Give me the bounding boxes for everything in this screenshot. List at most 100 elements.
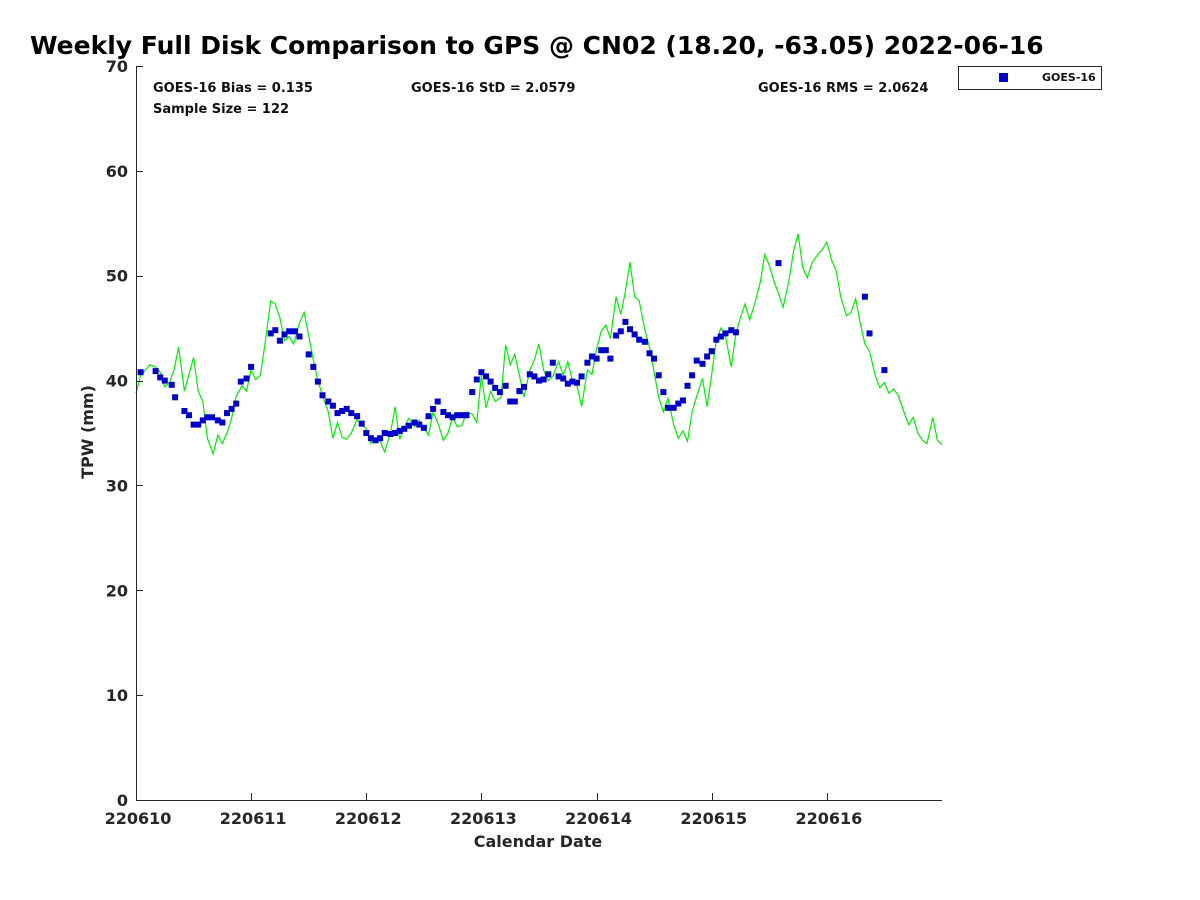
goes16-point — [358, 420, 365, 427]
goes16-point — [679, 397, 686, 404]
goes16-point — [281, 331, 288, 338]
goes16-point — [199, 417, 206, 424]
goes16-point — [181, 408, 188, 414]
goes16-point — [267, 330, 274, 337]
goes16-point — [172, 394, 179, 401]
goes16-point — [363, 430, 370, 436]
goes16-point — [214, 417, 221, 424]
goes16-point — [507, 398, 514, 405]
x-tick-label: 220611 — [220, 809, 287, 828]
goes16-point — [549, 359, 556, 366]
goes16-point — [243, 375, 250, 382]
x-tick-label: 220613 — [450, 809, 517, 828]
goes16-point — [598, 347, 605, 354]
goes16-point — [272, 327, 279, 334]
goes16-point — [775, 260, 782, 267]
x-tick-label: 220616 — [795, 809, 862, 828]
goes16-point — [555, 373, 562, 380]
goes16-point — [248, 363, 255, 370]
goes16-point — [209, 414, 215, 421]
goes16-point — [866, 330, 873, 337]
goes16-point — [717, 333, 724, 340]
goes16-point — [339, 408, 346, 414]
goes16-point — [137, 369, 144, 376]
goes16-point — [334, 410, 341, 417]
goes16-point — [540, 376, 547, 383]
goes16-point — [584, 359, 591, 366]
rms-stat: GOES-16 RMS = 2.0624 — [758, 81, 928, 96]
goes16-point — [445, 412, 451, 419]
goes16-point — [348, 410, 355, 417]
x-tick-label: 220614 — [565, 809, 632, 828]
goes16-point — [425, 413, 432, 420]
plot-area: 220610 220611 220612 220613 220614 220615 2206… — [105, 57, 943, 828]
goes16-point — [411, 419, 418, 426]
goes16-point — [401, 425, 408, 432]
goes16-point — [861, 293, 868, 300]
goes16-point — [602, 347, 609, 354]
x-tick-label: 220612 — [335, 809, 402, 828]
goes16-point — [545, 371, 552, 378]
goes16-point — [405, 422, 412, 429]
goes16-point — [219, 419, 226, 426]
goes16-point — [161, 377, 168, 384]
goes16-point — [372, 437, 379, 444]
y-tick-label: 60 — [106, 162, 128, 181]
goes16-point — [354, 413, 361, 420]
goes16-point — [487, 378, 494, 385]
goes16-point — [168, 381, 175, 388]
goes16-point — [531, 373, 538, 380]
legend: GOES-16 — [958, 66, 1102, 90]
goes16-point — [186, 412, 192, 419]
y-tick-label: 50 — [106, 267, 128, 286]
goes16-point — [569, 378, 576, 385]
legend-box — [958, 66, 1102, 90]
goes16-point — [381, 430, 388, 436]
goes16-point — [152, 368, 159, 375]
goes16-point — [420, 424, 427, 431]
goes16-point — [665, 404, 671, 411]
goes16-point — [613, 332, 620, 339]
goes16-point — [627, 326, 633, 333]
goes16-point — [502, 382, 509, 389]
goes16-point — [310, 363, 317, 370]
goes16-point — [560, 375, 567, 382]
x-tick-label: 220615 — [680, 809, 747, 828]
y-tick-label: 20 — [106, 581, 128, 600]
goes16-point — [670, 404, 677, 411]
goes16-point — [492, 384, 499, 391]
goes16-point — [157, 374, 164, 381]
goes16-point — [521, 383, 527, 390]
goes16-point — [636, 336, 643, 343]
goes16-point — [722, 330, 729, 337]
goes16-point — [655, 372, 662, 379]
goes16-point — [578, 373, 585, 380]
goes16-point — [496, 389, 503, 396]
goes16-point — [684, 382, 691, 389]
goes16-point — [622, 318, 629, 325]
goes16-point — [516, 388, 523, 395]
y-tick-label: 0 — [117, 791, 128, 810]
goes16-point — [296, 333, 303, 340]
goes16-point — [699, 360, 706, 367]
goes16-point — [228, 405, 235, 412]
gps-line — [135, 233, 943, 457]
goes16-series — [137, 260, 888, 444]
goes16-point — [732, 329, 739, 336]
goes16-point — [329, 402, 336, 409]
goes16-point — [276, 337, 283, 344]
goes16-point — [305, 351, 312, 358]
x-tick-label: 220610 — [105, 809, 172, 828]
goes16-point — [387, 431, 394, 437]
goes16-point — [646, 350, 653, 357]
goes16-point — [631, 331, 638, 338]
goes16-point — [478, 369, 485, 376]
y-axis-label: TPW (mm) — [78, 385, 97, 479]
goes16-point — [325, 398, 332, 405]
goes16-point — [728, 327, 735, 334]
gps-series — [135, 233, 943, 457]
goes16-point — [195, 421, 202, 428]
goes16-point — [314, 378, 321, 385]
legend-marker — [999, 73, 1008, 82]
